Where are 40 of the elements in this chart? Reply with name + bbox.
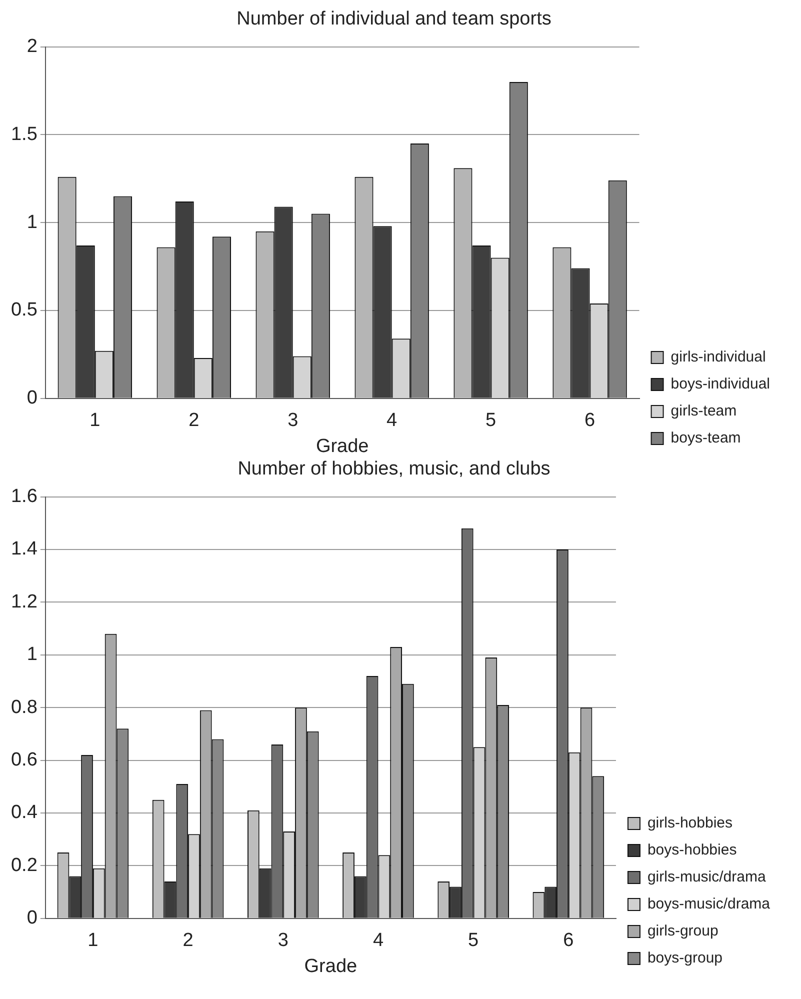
x-tick-label: 6 [563, 930, 574, 952]
x-tick-label: 1 [90, 410, 100, 432]
legend-label: girls-group [647, 922, 718, 940]
x-tick-label: 3 [288, 410, 298, 432]
chart-title: Number of individual and team sports [236, 8, 552, 30]
y-tick-label: 1.4 [10, 538, 38, 560]
x-tick-label: 2 [188, 410, 200, 432]
y-tick-label: 1 [26, 644, 38, 666]
y-tick-label: 0.2 [10, 854, 38, 876]
legend-label: boys-group [647, 950, 723, 967]
x-tick-label: 4 [372, 930, 384, 952]
y-tick-label: 1.6 [10, 486, 38, 508]
y-tick-label: 0.8 [10, 696, 38, 718]
legend-label: boys-individual [670, 376, 770, 393]
legend-label: girls-individual [670, 348, 766, 366]
y-tick-label: 1.2 [10, 591, 38, 612]
x-tick-label: 6 [584, 410, 596, 432]
x-axis-title: Grade [316, 436, 369, 457]
x-tick-label: 5 [486, 410, 496, 432]
x-axis-title: Grade [304, 956, 358, 977]
x-tick-label: 2 [182, 930, 194, 952]
legend-label: boys-music/drama [647, 896, 771, 913]
y-tick-label: 0 [26, 388, 38, 409]
legend-label: girls-music/drama [647, 868, 766, 886]
y-tick-label: 1 [26, 212, 38, 233]
legend-label: boys-team [670, 430, 741, 447]
x-tick-label: 3 [278, 930, 288, 952]
y-tick-label: 0.6 [10, 750, 38, 771]
legend-label: boys-hobbies [647, 842, 737, 859]
chart-title: Number of hobbies, music, and clubs [238, 458, 550, 480]
y-tick-label: 0.4 [10, 802, 38, 824]
y-tick-label: 1.5 [10, 124, 38, 145]
y-tick-label: 2 [26, 36, 38, 58]
y-tick-label: 0 [26, 908, 38, 929]
x-tick-label: 1 [88, 930, 98, 952]
x-tick-label: 4 [386, 410, 398, 432]
legend-label: girls-team [670, 402, 737, 420]
y-tick-label: 0.5 [10, 300, 38, 321]
legend-label: girls-hobbies [647, 814, 733, 832]
x-tick-label: 5 [468, 930, 479, 952]
